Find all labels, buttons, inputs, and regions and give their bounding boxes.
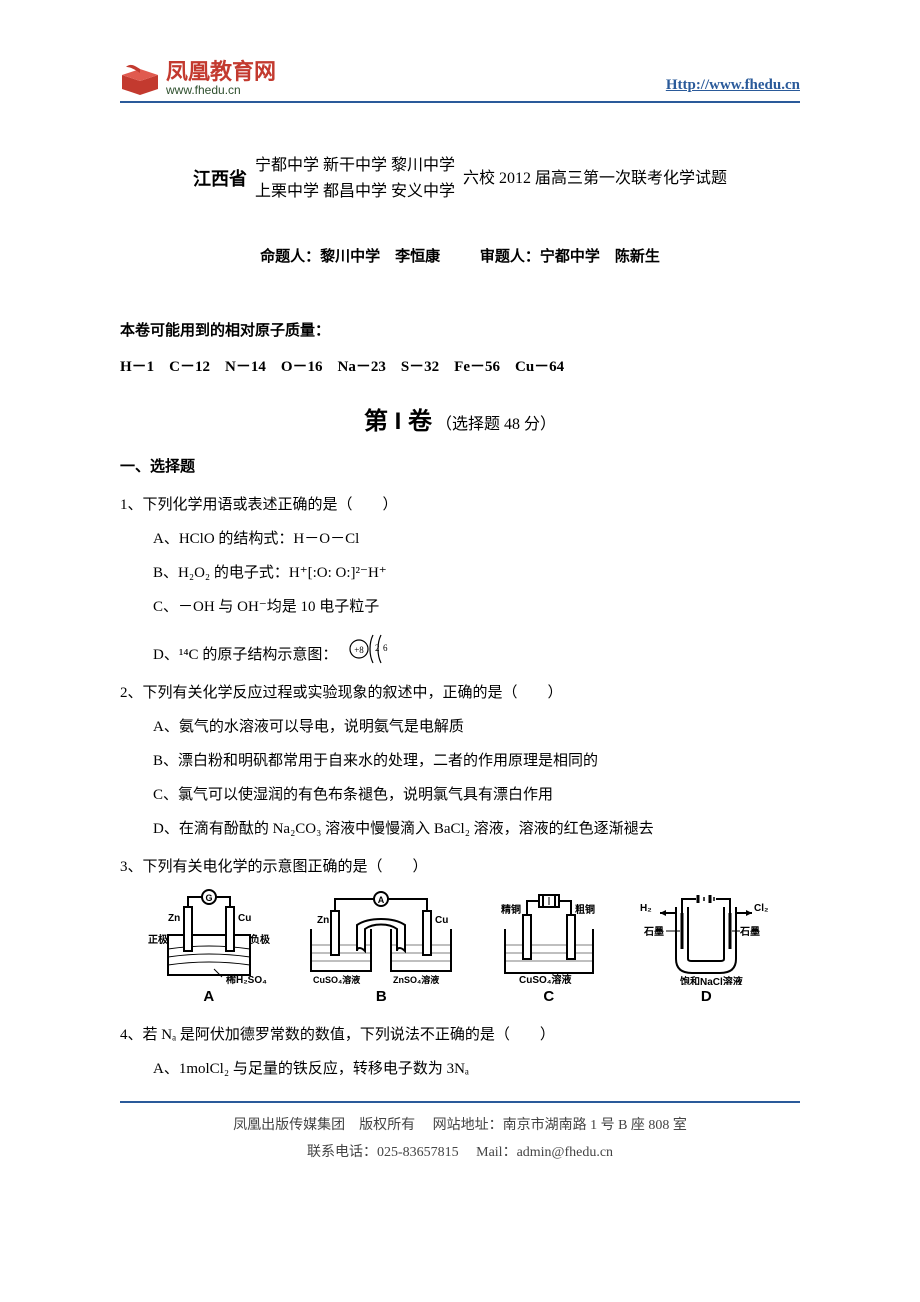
author-credit: 命题人：黎川中学 李恒康 [260, 249, 440, 265]
option-c: C、氯气可以使湿润的有色布条褪色，说明氯气具有漂白作用 [153, 783, 800, 807]
page-footer: 凤凰出版传媒集团 版权所有 网站地址：南京市湖南路 1 号 B 座 808 室 … [120, 1113, 800, 1166]
svg-text:石墨: 石墨 [643, 926, 664, 938]
question-options: A、HClO 的结构式：H－O－Cl B、H₂O₂ 的电子式：H⁺[:O: O:… [120, 527, 800, 667]
footer-mail: Mail：admin@fhedu.cn [476, 1145, 613, 1160]
reviewer-credit: 审题人：宁都中学 陈新生 [480, 249, 660, 265]
question-4: 4、若 Nₐ 是阿伏加德罗常数的数值，下列说法不正确的是（ ） A、1molCl… [120, 1023, 800, 1081]
option-c: C、－OH 与 OH⁻均是 10 电子粒子 [153, 595, 800, 619]
footer-rule [120, 1101, 800, 1103]
title-line: 江西省 宁都中学 新干中学 黎川中学 上栗中学 都昌中学 安义中学 六校 201… [120, 153, 800, 204]
svg-text:饱和NaCl溶液: 饱和NaCl溶液 [680, 975, 743, 985]
diagram-label: B [376, 985, 387, 1009]
option-b: B、H₂O₂ 的电子式：H⁺[:O: O:]²⁻H⁺ [153, 561, 800, 585]
svg-text:+8: +8 [355, 645, 365, 655]
footer-line-2: 联系电话：025-83657815 Mail：admin@fhedu.cn [120, 1140, 800, 1167]
document-title: 江西省 宁都中学 新干中学 黎川中学 上栗中学 都昌中学 安义中学 六校 201… [120, 153, 800, 204]
option-d: D、¹⁴C 的原子结构示意图： +8 2 6 [153, 629, 800, 667]
svg-text:Zn: Zn [317, 915, 329, 926]
logo-block: 凤凰教育网 www.fhedu.cn [120, 60, 276, 97]
title-province: 江西省 [193, 165, 247, 194]
header-url-link[interactable]: Http://www.fhedu.cn [666, 73, 800, 97]
galvanic-cell-icon: G Zn Cu 正极 负极 稀H₂SO₄ [144, 889, 274, 985]
title-suffix: 六校 2012 届高三第一次联考化学试题 [463, 166, 727, 192]
diagram-label: C [543, 985, 554, 1009]
svg-text:精铜: 精铜 [501, 903, 521, 916]
logo-url: www.fhedu.cn [166, 84, 276, 97]
footer-copyright: 凤凰出版传媒集团 版权所有 [233, 1118, 415, 1133]
svg-text:G: G [205, 893, 212, 903]
svg-text:负极: 负极 [250, 933, 271, 946]
phoenix-book-icon [120, 61, 160, 97]
svg-text:石墨: 石墨 [739, 926, 760, 938]
svg-text:Cu: Cu [435, 915, 448, 926]
question-stem: 2、下列有关化学反应过程或实验现象的叙述中，正确的是（ ） [120, 681, 800, 705]
schools-row-1: 宁都中学 新干中学 黎川中学 [255, 153, 455, 179]
logo-title: 凤凰教育网 [166, 60, 276, 84]
section-title-main: 第 I 卷 [364, 408, 432, 435]
electrolysis-refining-icon: 精铜 粗铜 CuSO₄溶液 [489, 889, 609, 985]
question-stem: 1、下列化学用语或表述正确的是（ ） [120, 493, 800, 517]
page-header: 凤凰教育网 www.fhedu.cn Http://www.fhedu.cn [120, 60, 800, 103]
diagram-label: D [701, 985, 712, 1009]
option-b: B、漂白粉和明矾都常用于自来水的处理，二者的作用原理是相同的 [153, 749, 800, 773]
option-d-text: D、¹⁴C 的原子结构示意图： [153, 643, 337, 667]
question-stem: 4、若 Nₐ 是阿伏加德罗常数的数值，下列说法不正确的是（ ） [120, 1023, 800, 1047]
svg-text:A: A [378, 895, 385, 905]
svg-text:稀H₂SO₄: 稀H₂SO₄ [226, 973, 267, 985]
subsection-heading: 一、选择题 [120, 455, 800, 479]
question-3: 3、下列有关电化学的示意图正确的是（ ） G Zn Cu 正极 负极 稀H₂SO… [120, 855, 800, 1009]
question-stem: 3、下列有关电化学的示意图正确的是（ ） [120, 855, 800, 879]
footer-address: 网站地址：南京市湖南路 1 号 B 座 808 室 [433, 1118, 687, 1133]
footer-line-1: 凤凰出版传媒集团 版权所有 网站地址：南京市湖南路 1 号 B 座 808 室 [120, 1113, 800, 1140]
page-content: 凤凰教育网 www.fhedu.cn Http://www.fhedu.cn 江… [0, 0, 920, 1196]
question-2: 2、下列有关化学反应过程或实验现象的叙述中，正确的是（ ） A、氨气的水溶液可以… [120, 681, 800, 841]
diagram-label: A [203, 985, 214, 1009]
question-options: A、氨气的水溶液可以导电，说明氨气是电解质 B、漂白粉和明矾都常用于自来水的处理… [120, 715, 800, 841]
svg-text:粗铜: 粗铜 [575, 903, 595, 916]
section-title-sub: （选择题 48 分） [436, 416, 556, 433]
svg-text:2: 2 [375, 643, 380, 653]
diagram-c: 精铜 粗铜 CuSO₄溶液 C [489, 889, 609, 1009]
svg-text:ZnSO₄溶液: ZnSO₄溶液 [393, 974, 440, 985]
double-beaker-cell-icon: A Zn Cu CuSO₄溶液 ZnSO₄溶液 [301, 889, 461, 985]
title-schools: 宁都中学 新干中学 黎川中学 上栗中学 都昌中学 安义中学 [255, 153, 455, 204]
atomic-mass-list: H－1 C－12 N－14 O－16 Na－23 S－32 Fe－56 Cu－6… [120, 355, 800, 379]
question-options: A、1molCl₂ 与足量的铁反应，转移电子数为 3Nₐ [120, 1057, 800, 1081]
option-a: A、HClO 的结构式：H－O－Cl [153, 527, 800, 551]
option-d: D、在滴有酚酞的 Na₂CO₃ 溶液中慢慢滴入 BaCl₂ 溶液，溶液的红色逐渐… [153, 817, 800, 841]
u-tube-electrolysis-icon: H₂ Cl₂ 石墨 石墨 饱和NaCl溶液 [636, 889, 776, 985]
svg-text:H₂: H₂ [640, 903, 652, 914]
diagram-b: A Zn Cu CuSO₄溶液 ZnSO₄溶液 B [301, 889, 461, 1009]
svg-text:CuSO₄溶液: CuSO₄溶液 [519, 973, 572, 985]
schools-row-2: 上栗中学 都昌中学 安义中学 [255, 179, 455, 205]
option-a: A、氨气的水溶液可以导电，说明氨气是电解质 [153, 715, 800, 739]
svg-text:Cl₂: Cl₂ [754, 903, 768, 914]
atomic-mass-note: 本卷可能用到的相对原子质量： [120, 319, 800, 343]
diagram-d: H₂ Cl₂ 石墨 石墨 饱和NaCl溶液 D [636, 889, 776, 1009]
question-1: 1、下列化学用语或表述正确的是（ ） A、HClO 的结构式：H－O－Cl B、… [120, 493, 800, 667]
electrochemistry-diagrams: G Zn Cu 正极 负极 稀H₂SO₄ A [120, 889, 800, 1009]
atom-structure-icon: +8 2 6 [347, 629, 397, 667]
svg-text:6: 6 [383, 643, 388, 653]
svg-text:Zn: Zn [168, 913, 180, 924]
svg-text:正极: 正极 [148, 933, 169, 946]
option-a: A、1molCl₂ 与足量的铁反应，转移电子数为 3Nₐ [153, 1057, 800, 1081]
section-title: 第 I 卷 （选择题 48 分） [120, 403, 800, 441]
credits-line: 命题人：黎川中学 李恒康 审题人：宁都中学 陈新生 [120, 245, 800, 269]
svg-text:Cu: Cu [238, 913, 251, 924]
logo-text: 凤凰教育网 www.fhedu.cn [166, 60, 276, 97]
diagram-a: G Zn Cu 正极 负极 稀H₂SO₄ A [144, 889, 274, 1009]
footer-phone: 联系电话：025-83657815 [307, 1145, 459, 1160]
svg-text:CuSO₄溶液: CuSO₄溶液 [313, 974, 361, 985]
